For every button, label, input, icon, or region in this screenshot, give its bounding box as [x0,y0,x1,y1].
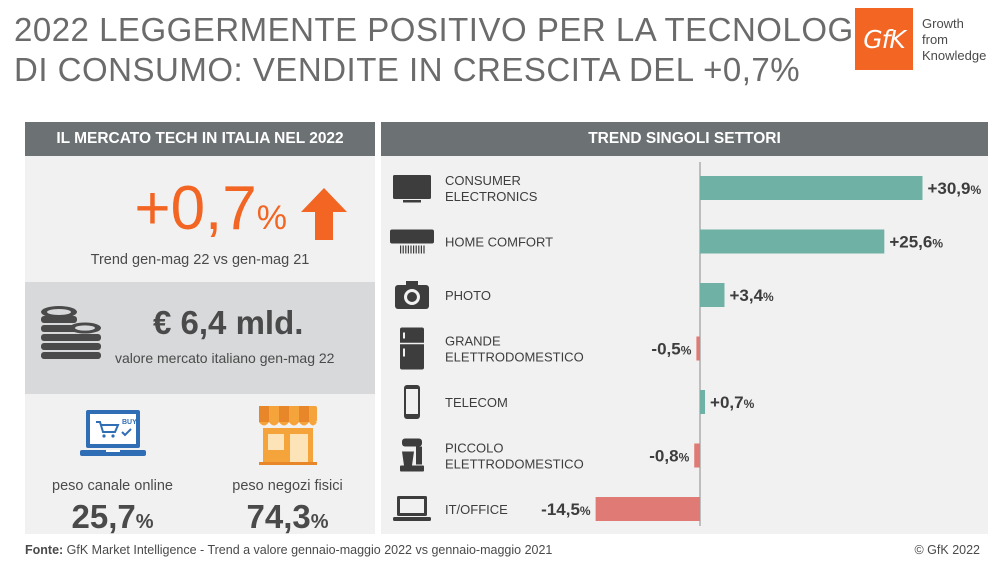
sector-value-label: +0,7% [710,393,755,412]
sector-trend-header: TREND SINGOLI SETTORI [381,122,988,156]
sector-value-unit: % [679,451,690,465]
sector-bar [700,283,725,307]
laptop-icon [393,496,431,521]
sector-value-label: +30,9% [927,179,981,198]
sector-label: CONSUMER ELECTRONICS [445,173,538,204]
sector-trend-chart: CONSUMER ELECTRONICS +30,9% HOME COMFORT +25… [390,162,981,526]
sector-label-line-1: GRANDE [445,334,501,349]
copyright: © GfK 2022 [914,543,981,557]
buy-badge: BUY [122,419,137,426]
sector-label: TELECOM [445,395,508,410]
sector-label-line-1: CONSUMER [445,173,521,188]
sector-value-label: +25,6% [889,233,943,252]
source-text: GfK Market Intelligence - Trend a valore… [63,543,553,557]
sector-bar [700,176,923,200]
sector-value-number: +30,9 [927,179,970,198]
title-line-1: 2022 LEGGERMENTE POSITIVO PER LA TECNOLO… [14,11,886,48]
market-value-label: valore mercato italiano gen-mag 22 [115,350,335,366]
sector-value-label: -0,8% [649,447,689,466]
logo-mark: GfK [863,24,906,54]
page-title: 2022 LEGGERMENTE POSITIVO PER LA TECNOLO… [14,10,886,90]
laptop-buy-icon: BUY [79,410,146,456]
sector-label-line-2: ELECTRONICS [445,189,538,204]
sector-trend-panel: TREND SINGOLI SETTORI CONSUMER ELECTRONIC… [381,122,988,534]
online-unit: % [135,511,154,533]
tv-icon [393,175,431,203]
sector-bar [700,229,885,254]
sector-value-number: -14,5 [541,500,580,519]
online-number: 25,7 [71,498,136,535]
sector-label-line-1: HOME COMFORT [445,235,553,250]
sector-label-line-1: TELECOM [445,395,508,410]
sector-value-unit: % [744,397,755,411]
sector-label: PHOTO [445,288,491,303]
storefront-icon [258,406,317,465]
market-panel-header: IL MERCATO TECH IN ITALIA NEL 2022 [25,122,375,156]
source-label: Fonte: [25,543,64,557]
store-value: 74,3% [200,498,375,536]
online-channel: BUY peso canale online 25,7% [25,404,200,536]
camera-icon [395,281,429,309]
sector-value-number: +3,4 [729,286,763,305]
sector-value-number: -0,5 [651,340,680,359]
online-label: peso canale online [52,478,173,494]
smartphone-icon [404,385,420,419]
sector-label-line-1: IT/OFFICE [445,502,508,517]
sector-bar [595,497,700,521]
trend-label: Trend gen-mag 22 vs gen-mag 21 [90,252,310,268]
tagline-line-3: Knowledge [922,48,987,63]
sector-value-label: +3,4% [729,286,774,305]
sector-bar [694,443,700,468]
tagline-line-1: Growth [922,16,964,31]
sector-bar [696,336,700,361]
arrow-up-icon [301,188,347,240]
fridge-icon [400,327,424,370]
sector-value-unit: % [580,504,591,518]
air-conditioner-icon [390,229,434,254]
sector-label: HOME COMFORT [445,235,553,250]
sector-bar [700,390,706,414]
market-value: € 6,4 mld. [153,304,304,341]
sector-value-number: +0,7 [710,393,744,412]
online-value: 25,7% [25,498,200,536]
sector-value-number: -0,8 [649,447,678,466]
sector-value-unit: % [970,183,981,197]
sector-label: GRANDE ELETTRODOMESTICO [445,334,584,365]
gfk-logo: GfK [855,8,913,70]
source-note: Fonte: GfK Market Intelligence - Trend a… [25,543,552,557]
sector-value-unit: % [763,290,774,304]
store-channel: peso negozi fisici 74,3% [200,404,375,536]
sector-value-label: -0,5% [651,340,691,359]
sector-value-unit: % [932,237,943,251]
store-number: 74,3 [246,498,311,535]
sector-label: PICCOLO ELETTRODOMESTICO [445,441,584,472]
sector-label-line-1: PHOTO [445,288,491,303]
sector-label: IT/OFFICE [445,502,508,517]
tagline-line-2: from [922,32,948,47]
sector-value-label: -14,5% [541,500,591,519]
trend-number: +0,7 [134,174,257,243]
sector-value-number: +25,6 [889,233,932,252]
title-line-2: DI CONSUMO: VENDITE IN CRESCITA DEL +0,7… [14,51,801,88]
sector-label-line-2: ELETTRODOMESTICO [445,350,584,365]
market-value-band: € 6,4 mld. valore mercato italiano gen-m… [25,282,375,394]
logo-tagline: Growth from Knowledge [922,16,986,64]
sector-value-unit: % [681,344,692,358]
sector-label-line-1: PICCOLO [445,441,504,456]
mixer-icon [400,438,424,472]
trend-unit: % [256,199,287,237]
trend-value: +0,7% [25,178,287,249]
coins-icon [41,306,101,359]
market-panel: IL MERCATO TECH IN ITALIA NEL 2022 +0,7%… [25,122,375,536]
store-label: peso negozi fisici [232,478,343,494]
store-unit: % [310,511,329,533]
sector-label-line-2: ELETTRODOMESTICO [445,457,584,472]
